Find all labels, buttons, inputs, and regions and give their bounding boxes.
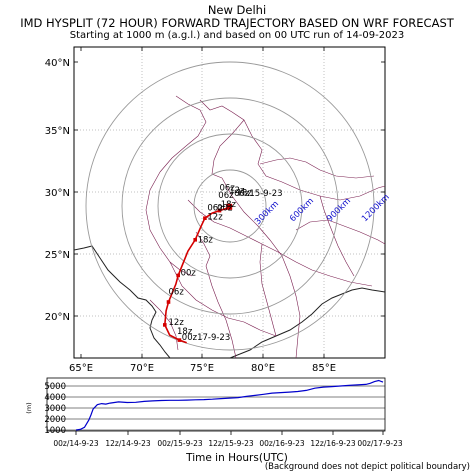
lat-label-25: 25°N — [45, 250, 70, 261]
lat-label-35: 35°N — [45, 126, 70, 137]
chart-subtitle: Starting at 1000 m (a.g.l.) and based on… — [69, 30, 405, 41]
trajectory-time-label: 06z — [207, 204, 223, 214]
trajectory-time-label: 00z — [181, 268, 197, 278]
time-axis-title: Time in Hours(UTC) — [186, 452, 288, 464]
height-x-tick-2: 00z/15-9-23 — [157, 439, 203, 448]
height-y-tick-3000: 3000 — [44, 404, 66, 414]
trajectory-point — [166, 300, 171, 304]
trajectory-time-label: 12z — [207, 213, 223, 223]
trajectory-point — [193, 238, 197, 242]
trajectory-time-label: 00z17-9-23 — [182, 333, 230, 343]
height-x-tick-6: 00z/17-9-23 — [357, 439, 403, 448]
lon-label-70: 70°E — [130, 363, 154, 374]
height-x-tick-marks — [75, 431, 384, 435]
trajectory-line — [163, 206, 230, 344]
lon-label-80: 80°E — [251, 363, 275, 374]
grid — [74, 47, 385, 358]
height-y-unit: (m) — [25, 402, 33, 413]
coastline-east — [229, 287, 385, 358]
height-x-tick-3: 12z/15-9-23 — [208, 439, 254, 448]
trajectory-point — [203, 216, 207, 220]
range-rings — [85, 61, 375, 351]
height-x-tick-0: 00z/14-9-23 — [53, 439, 99, 448]
trajectory-time-label: 12z — [229, 186, 245, 196]
height-x-tick-1: 12z/14-9-23 — [105, 439, 151, 448]
height-gridlines — [47, 385, 385, 431]
trajectory-time-label: 18z — [221, 200, 237, 210]
height-y-tick-5000: 5000 — [44, 382, 66, 392]
lat-label-20: 20°N — [45, 312, 70, 323]
city-title: New Delhi — [207, 3, 267, 17]
coastline — [74, 245, 171, 358]
lon-label-65: 65°E — [69, 363, 93, 374]
lat-label-30: 30°N — [45, 188, 70, 199]
boundary-lines — [145, 95, 385, 358]
trajectory-time-label: 18z — [198, 235, 214, 245]
height-x-tick-4: 00z/16-9-23 — [259, 439, 305, 448]
lat-label-40: 40°N — [45, 58, 70, 69]
trajectory-time-label: 06z — [220, 183, 236, 193]
chart-title: IMD HYSPLIT (72 HOUR) FORWARD TRAJECTORY… — [20, 16, 454, 30]
lon-label-85: 85°E — [312, 363, 336, 374]
trajectory-point — [177, 338, 182, 342]
lon-label-75: 75°E — [190, 363, 214, 374]
lon-tick-marks — [80, 47, 325, 358]
trajectory-point — [176, 273, 180, 278]
trajectory-time-label: 18z — [237, 188, 253, 198]
trajectory-point — [217, 208, 222, 213]
trajectory-time-label: 06z — [169, 287, 185, 297]
trajectory-point — [163, 323, 167, 327]
trajectory-time-label: 06z — [218, 191, 234, 201]
height-y-tick-1000: 1000 — [44, 426, 66, 436]
origin-marker — [226, 203, 233, 210]
trajectory-time-label: 00z15-9-23 — [234, 189, 282, 199]
trajectory-time-label: 00z — [217, 204, 233, 214]
trajectory-time-label: 12z — [169, 318, 185, 328]
height-series-line — [75, 379, 384, 431]
footer-note: (Background does not depict political bo… — [264, 462, 470, 472]
height-y-tick-2000: 2000 — [44, 415, 66, 425]
trajectory-time-label: 18z — [177, 327, 193, 337]
height-x-tick-5: 12z/16-9-23 — [310, 439, 356, 448]
lat-tick-marks — [74, 61, 385, 317]
height-y-tick-4000: 4000 — [44, 393, 66, 403]
